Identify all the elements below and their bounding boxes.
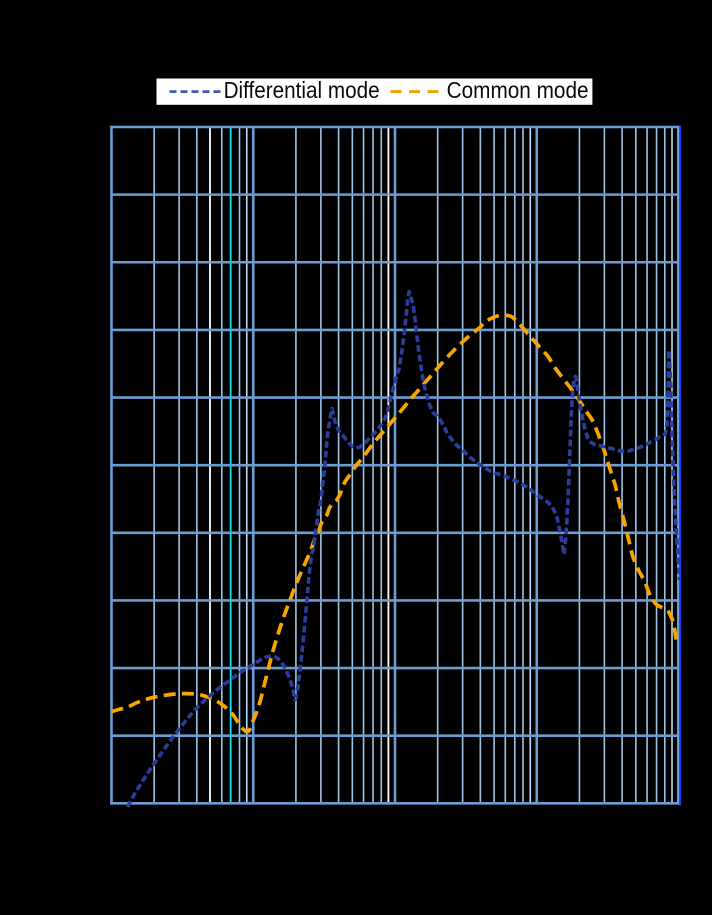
svg-text:Common mode: Common mode bbox=[447, 77, 589, 103]
svg-text:Differential mode: Differential mode bbox=[224, 77, 380, 103]
